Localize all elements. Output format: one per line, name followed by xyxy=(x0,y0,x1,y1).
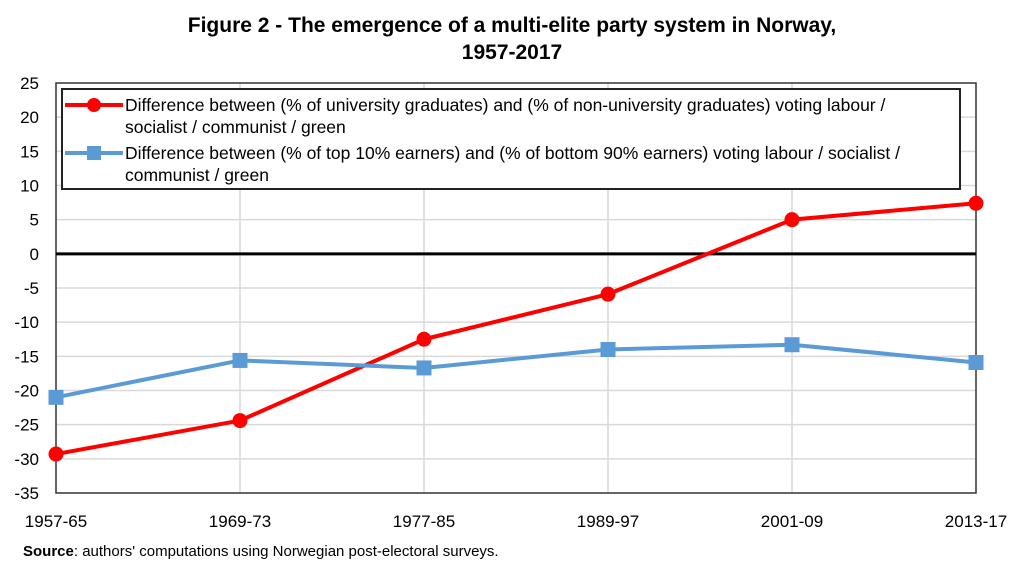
y-tick-label: 20 xyxy=(20,108,39,127)
y-tick-label: -30 xyxy=(14,450,39,469)
source-note: Source: authors' computations using Norw… xyxy=(23,543,499,560)
data-point xyxy=(416,360,432,376)
legend: Difference between (% of university grad… xyxy=(61,88,961,190)
y-tick-label: -5 xyxy=(24,279,39,298)
legend-item-education: Difference between (% of university grad… xyxy=(63,94,955,138)
x-tick-label: 1957-65 xyxy=(25,512,87,531)
data-point xyxy=(48,446,64,462)
legend-label-education: Difference between (% of university grad… xyxy=(125,94,955,138)
data-point xyxy=(600,286,616,302)
chart-title-line-1: Figure 2 - The emergence of a multi-elit… xyxy=(187,14,837,37)
y-tick-label: -10 xyxy=(14,313,39,332)
legend-label-income-line-2: communist / green xyxy=(125,165,269,185)
x-tick-label: 2001-09 xyxy=(761,512,823,531)
y-tick-label: -25 xyxy=(14,416,39,435)
data-point xyxy=(784,212,800,228)
series-income xyxy=(48,337,984,405)
y-tick-label: -20 xyxy=(14,382,39,401)
data-point xyxy=(416,331,432,347)
legend-swatch-red-circle-icon xyxy=(63,94,125,116)
y-tick-label: 15 xyxy=(20,142,39,161)
data-point xyxy=(48,389,64,405)
x-tick-label: 1977-85 xyxy=(393,512,455,531)
x-tick-label: 1969-73 xyxy=(209,512,271,531)
y-axis-ticks: 25 20 15 10 5 0 -5 -10 -15 -20 -25 -30 -35 xyxy=(14,74,39,503)
x-axis-ticks: 1957-65 1969-73 1977-85 1989-97 2001-09 2013-… xyxy=(25,512,1007,531)
y-tick-label: 0 xyxy=(30,245,39,264)
plot-frame xyxy=(55,82,977,494)
y-tick-label: 10 xyxy=(20,177,39,196)
legend-label-education-line-1: Difference between (% of university grad… xyxy=(125,95,886,115)
data-point xyxy=(784,337,800,353)
legend-label-education-line-2: socialist / communist / green xyxy=(125,117,346,137)
data-point xyxy=(232,352,248,368)
series-layer xyxy=(48,195,984,462)
data-point xyxy=(232,413,248,429)
source-text: : authors' computations using Norwegian … xyxy=(73,543,499,560)
data-point xyxy=(600,342,616,357)
y-tick-label: -35 xyxy=(14,484,39,503)
legend-label-income: Difference between (% of top 10% earners… xyxy=(125,142,955,186)
legend-item-income: Difference between (% of top 10% earners… xyxy=(63,142,955,186)
series-education xyxy=(48,195,984,462)
legend-label-income-line-1: Difference between (% of top 10% earners… xyxy=(125,143,900,163)
chart-title: Figure 2 - The emergence of a multi-elit… xyxy=(0,12,1024,66)
source-label: Source xyxy=(23,543,74,560)
series-line xyxy=(55,342,977,400)
data-point xyxy=(968,354,984,370)
x-tick-label: 2013-17 xyxy=(945,512,1007,531)
data-point xyxy=(968,195,984,211)
y-tick-label: -15 xyxy=(14,347,39,366)
chart-title-line-2: 1957-2017 xyxy=(461,41,563,64)
x-tick-label: 1989-97 xyxy=(577,512,639,531)
series-line xyxy=(55,201,977,457)
legend-swatch-blue-square-icon xyxy=(63,142,125,164)
axes xyxy=(55,82,977,494)
y-tick-label: 25 xyxy=(20,74,39,93)
y-tick-label: 5 xyxy=(30,211,39,230)
